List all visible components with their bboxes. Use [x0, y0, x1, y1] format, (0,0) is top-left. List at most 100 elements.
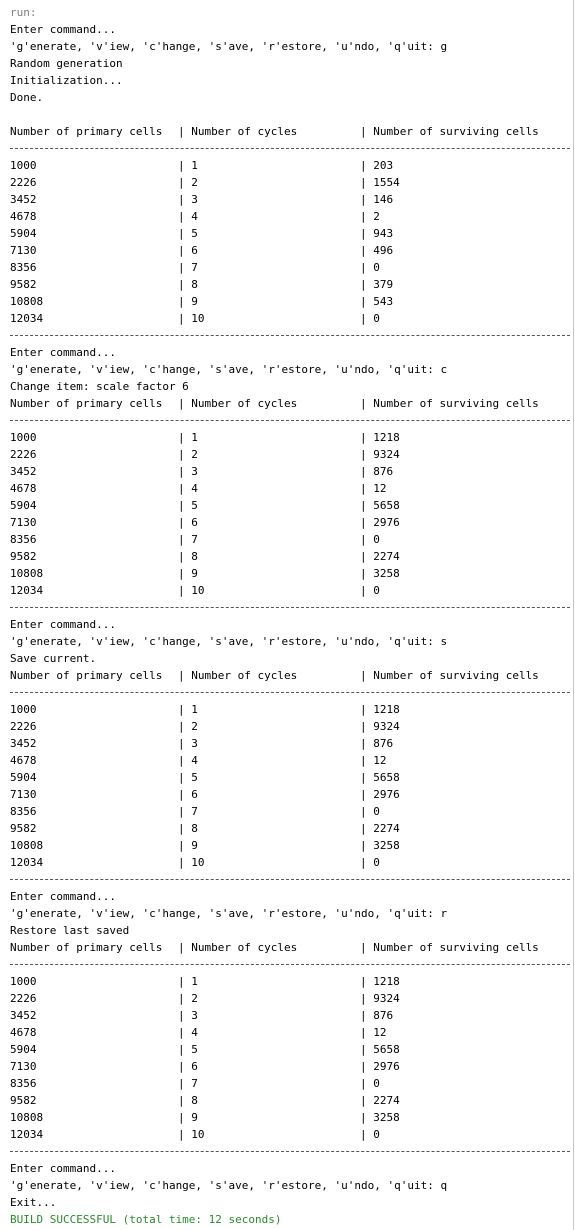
table-cell: 1000: [10, 703, 37, 716]
table-cell: | 1: [178, 975, 198, 988]
table-cell: | 5658: [360, 771, 400, 784]
table-row: 10808 | 9 | 543: [10, 293, 573, 310]
table-cell: | 0: [360, 805, 380, 818]
column-header: | Number of surviving cells: [360, 941, 539, 954]
table-row: 10808 | 9 | 3258: [10, 565, 573, 582]
table-row: 4678 | 4 | 12: [10, 1024, 573, 1041]
table-cell: | 9324: [360, 992, 400, 1005]
table-cell: 9582: [10, 822, 37, 835]
table-cell: 4678: [10, 1026, 37, 1039]
table-row: 5904 | 5 | 5658: [10, 1041, 573, 1058]
table-row: 9582 | 8 | 2274: [10, 1092, 573, 1109]
table-header: Number of primary cells | Number of cycle…: [10, 395, 573, 412]
table-cell: 12034: [10, 312, 44, 325]
table-cell: | 4: [178, 754, 198, 767]
table-cell: | 3258: [360, 567, 400, 580]
table-cell: 8356: [10, 805, 37, 818]
table-cell: 4678: [10, 754, 37, 767]
table-cell: 4678: [10, 210, 37, 223]
command-menu: 'g'enerate, 'v'iew, 'c'hange, 's'ave, 'r…: [10, 635, 448, 648]
table-row: 3452 | 3 | 876: [10, 735, 573, 752]
table-cell: | 6: [178, 788, 198, 801]
table-cell: | 543: [360, 295, 394, 308]
column-header: | Number of surviving cells: [360, 669, 539, 682]
table-row: 12034 | 10 | 0: [10, 1126, 573, 1143]
command-menu: 'g'enerate, 'v'iew, 'c'hange, 's'ave, 'r…: [10, 907, 448, 920]
table-row: 2226 | 2 | 9324: [10, 718, 573, 735]
table-cell: | 0: [360, 533, 380, 546]
table-cell: | 7: [178, 1077, 198, 1090]
build-status: BUILD SUCCESSFUL (total time: 12 seconds…: [10, 1213, 282, 1226]
table-separator: [10, 684, 573, 701]
table-separator: [10, 412, 573, 429]
status-message: Change item: scale factor 6: [10, 380, 189, 393]
table-cell: 10808: [10, 295, 44, 308]
command-menu: 'g'enerate, 'v'iew, 'c'hange, 's'ave, 'r…: [10, 40, 448, 53]
column-header: | Number of surviving cells: [360, 397, 539, 410]
table-cell: | 2976: [360, 1060, 400, 1073]
status-message: Initialization...: [10, 74, 123, 87]
table-cell: | 5: [178, 227, 198, 240]
table-cell: | 9: [178, 567, 198, 580]
column-header: | Number of cycles: [178, 941, 298, 954]
table-cell: | 4: [178, 1026, 198, 1039]
table-cell: | 9: [178, 295, 198, 308]
table-row: 2226 | 2 | 9324: [10, 446, 573, 463]
table-cell: | 3258: [360, 1111, 400, 1124]
status-message: Done.: [10, 91, 44, 104]
table-cell: | 1: [178, 159, 198, 172]
column-header: Number of primary cells: [10, 941, 163, 954]
table-row: 10808 | 9 | 3258: [10, 837, 573, 854]
table-row: 2226 | 2 | 1554: [10, 174, 573, 191]
table-row: 4678 | 4 | 12: [10, 752, 573, 769]
table-separator: [10, 956, 573, 973]
table-cell: | 3258: [360, 839, 400, 852]
status-message: Save current.: [10, 652, 97, 665]
exit-message: Exit...: [10, 1196, 57, 1209]
table-row: 10808 | 9 | 3258: [10, 1109, 573, 1126]
table-row: 5904 | 5 | 5658: [10, 769, 573, 786]
table-cell: | 3: [178, 465, 198, 478]
table-cell: | 2: [360, 210, 380, 223]
table-cell: | 0: [360, 1128, 380, 1141]
table-cell: | 379: [360, 278, 394, 291]
table-cell: | 2274: [360, 550, 400, 563]
table-cell: 2226: [10, 176, 37, 189]
table-row: 3452 | 3 | 876: [10, 463, 573, 480]
command-session: Enter command... 'g'enerate, 'v'iew, 'c'h…: [10, 616, 573, 888]
table-cell: | 876: [360, 465, 394, 478]
table-cell: | 10: [178, 312, 205, 325]
table-cell: 2226: [10, 720, 37, 733]
table-cell: 1000: [10, 975, 37, 988]
table-cell: 8356: [10, 1077, 37, 1090]
table-row: 7130 | 6 | 2976: [10, 1058, 573, 1075]
table-cell: | 9324: [360, 720, 400, 733]
command-prompt: Enter command...: [10, 618, 116, 631]
table-cell: | 7: [178, 261, 198, 274]
column-header: | Number of cycles: [178, 669, 298, 682]
table-header: Number of primary cells | Number of cycle…: [10, 667, 573, 684]
table-row: 12034 | 10 | 0: [10, 582, 573, 599]
table-cell: | 5658: [360, 1043, 400, 1056]
table-cell: | 496: [360, 244, 394, 257]
table-cell: 1000: [10, 159, 37, 172]
table-cell: | 146: [360, 193, 394, 206]
column-header: | Number of surviving cells: [360, 125, 539, 138]
table-cell: 3452: [10, 1009, 37, 1022]
table-cell: | 7: [178, 805, 198, 818]
command-prompt: Enter command...: [10, 346, 116, 359]
table-cell: | 1554: [360, 176, 400, 189]
table-row: 3452 | 3 | 146: [10, 191, 573, 208]
table-row: 5904 | 5 | 943: [10, 225, 573, 242]
table-cell: | 6: [178, 244, 198, 257]
table-cell: 5904: [10, 1043, 37, 1056]
table-row: 12034 | 10 | 0: [10, 854, 573, 871]
table-header: Number of primary cells | Number of cycle…: [10, 123, 573, 140]
table-cell: | 8: [178, 1094, 198, 1107]
table-cell: 10808: [10, 839, 44, 852]
table-cell: | 0: [360, 584, 380, 597]
table-row: 9582 | 8 | 2274: [10, 548, 573, 565]
table-cell: | 12: [360, 1026, 387, 1039]
table-cell: 12034: [10, 856, 44, 869]
